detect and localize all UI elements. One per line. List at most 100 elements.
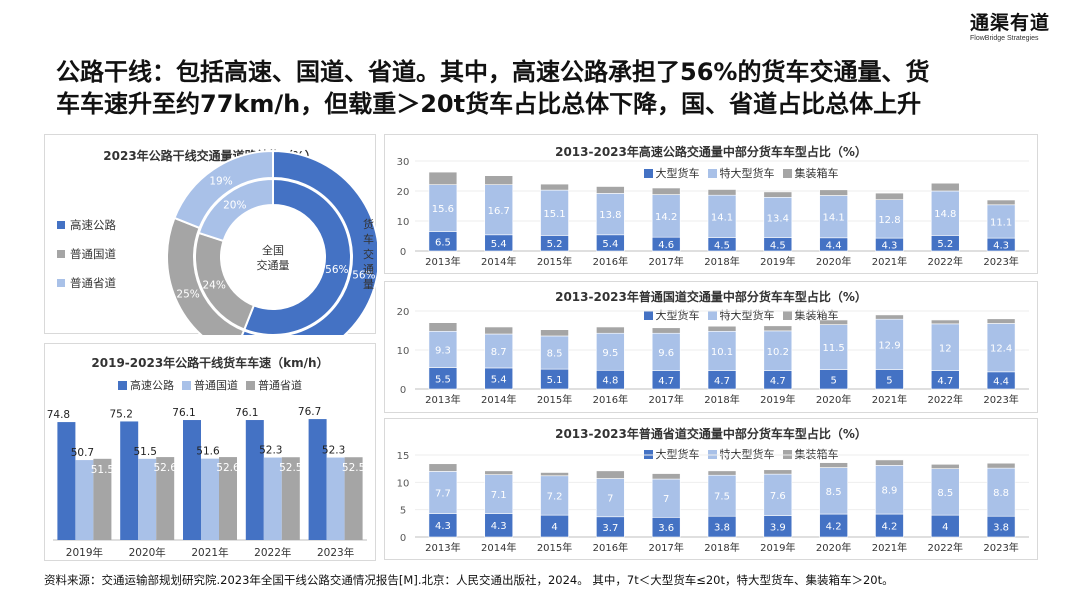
stacked-bar-segment — [875, 199, 904, 239]
legend-swatch — [118, 381, 127, 390]
stacked-bar-segment — [707, 325, 737, 332]
speed-bar-chart: 74.8 50.7 51.5 2019年 75.2 51.5 52.6 2020年 76.1 51… — [47, 406, 367, 559]
stacked-bar-segment — [651, 327, 681, 334]
legend-item: 集装箱车 — [782, 307, 839, 323]
segment-value-label: 15.6 — [432, 204, 454, 215]
legend-label: 普通省道 — [258, 379, 302, 392]
segment-value-label: 13.4 — [767, 213, 789, 224]
stacked-bar-segment — [651, 194, 681, 238]
stacked-bar-segment — [819, 324, 848, 370]
x-tick-label: 2021年 — [191, 546, 228, 559]
legend-label: 普通国道 — [70, 247, 116, 261]
stacked-bar-segment — [875, 465, 904, 515]
stacked-bar-segment — [540, 183, 569, 191]
segment-value-label: 5 — [886, 375, 892, 386]
x-tick-label: 2023年 — [983, 541, 1018, 554]
segment-value-label: 14.8 — [934, 209, 956, 220]
speed-bar — [57, 422, 76, 540]
stacked-bar-segment — [763, 196, 793, 238]
stacked-bar-segment — [484, 326, 514, 335]
donut-slice — [242, 177, 352, 335]
bar-value-label: 76.1 — [235, 407, 258, 419]
x-tick-label: 2022年 — [254, 546, 291, 559]
legend-label: 高速公路 — [70, 218, 116, 232]
segment-value-label: 8.5 — [826, 487, 842, 498]
stacked-bar-segment — [651, 332, 681, 371]
segment-value-label: 5.2 — [937, 239, 953, 250]
x-tick-label: 2019年 — [760, 393, 795, 406]
y-tick-label: 20 — [397, 307, 410, 318]
y-tick-label: 0 — [400, 247, 406, 258]
x-tick-label: 2014年 — [481, 393, 516, 406]
segment-value-label: 4.2 — [826, 522, 842, 533]
segment-value-label: 4.5 — [770, 240, 786, 251]
stacked-bar-segment — [707, 470, 737, 476]
segment-value-label: 4.6 — [658, 240, 674, 251]
y-tick-label: 15 — [397, 451, 410, 462]
segment-value-label: 4.5 — [714, 240, 730, 251]
legend-label: 特大型货车 — [719, 167, 775, 180]
stacked-bar-segment — [819, 319, 848, 325]
legend-swatch — [782, 311, 792, 320]
segment-value-label: 4.4 — [826, 240, 842, 251]
legend-label: 高速公路 — [130, 379, 174, 392]
stacked-bar-segment — [540, 329, 569, 337]
segment-value-label: 4 — [551, 522, 557, 533]
bar-value-label: 76.7 — [298, 406, 321, 418]
stacked-bar-segment — [596, 470, 625, 479]
segment-value-label: 16.7 — [488, 206, 510, 217]
legend-swatch — [57, 279, 65, 287]
legend-swatch — [707, 169, 717, 178]
slice-label: 25% — [176, 289, 199, 301]
segment-value-label: 10.2 — [767, 347, 789, 358]
segment-value-label: 11.5 — [823, 343, 845, 354]
bar-value-label: 52.3 — [322, 445, 345, 457]
segment-value-label: 9.3 — [435, 345, 451, 356]
slice-label: 19% — [209, 175, 232, 187]
stacked-bar-segment — [428, 322, 458, 332]
bar-value-label: 75.2 — [110, 408, 133, 420]
segment-value-label: 3.8 — [714, 523, 730, 534]
speed-bar — [138, 458, 157, 540]
x-tick-label: 2013年 — [425, 255, 460, 268]
pie-legend-item: 高速公路 — [57, 217, 116, 233]
stacked-bar-segment — [428, 184, 458, 232]
segment-value-label: 4.7 — [714, 376, 730, 387]
legend-swatch — [57, 221, 65, 229]
speed-bar — [308, 419, 327, 540]
segment-value-label: 5.4 — [602, 239, 618, 250]
panel-highway-share: 2013-2023年高速公路交通量中部分货车车型占比（%） 大型货车 特大型货车 集… — [384, 134, 1038, 274]
x-tick-label: 2018年 — [704, 541, 739, 554]
stacked-bar-segment — [428, 171, 458, 185]
chart-title: 2013-2023年普通国道交通量中部分货车车型占比（%） — [555, 290, 867, 304]
donut-center-label: 全国 — [262, 243, 284, 257]
x-tick-label: 2021年 — [872, 393, 907, 406]
segment-value-label: 5 — [830, 375, 836, 386]
side-label-char: 交 — [363, 248, 374, 261]
stacked-bar-segment — [819, 189, 848, 196]
legend-item: 高速公路 — [118, 377, 174, 393]
segment-value-label: 9.6 — [658, 348, 674, 359]
legend-label: 大型货车 — [655, 167, 700, 180]
y-tick-label: 5 — [400, 506, 406, 517]
x-tick-label: 2016年 — [593, 255, 628, 268]
stacked-bar-segment — [763, 473, 793, 516]
x-tick-label: 2020年 — [816, 255, 851, 268]
segment-value-label: 13.8 — [599, 210, 621, 221]
segment-value-label: 12 — [939, 343, 952, 354]
stacked-bar-segment — [707, 194, 737, 238]
panel-provincial-share: 2013-2023年普通省道交通量中部分货车车型占比（%） 大型货车 特大型货车集… — [384, 418, 1038, 560]
stacked-bar-segment — [484, 333, 514, 369]
y-tick-label: 30 — [397, 157, 410, 168]
segment-value-label: 7 — [607, 494, 613, 505]
stacked-bar-segment — [428, 471, 458, 514]
page-headline: 公路干线：包括高速、国道、省道。其中，高速公路承担了56%的货车交通量、货 车车… — [56, 56, 1046, 120]
pie-legend-item: 普通省道 — [57, 275, 116, 291]
stacked-bar-segment — [763, 469, 793, 475]
segment-value-label: 8.5 — [937, 488, 953, 499]
legend-swatch — [782, 169, 792, 178]
segment-value-label: 12.9 — [878, 340, 900, 351]
x-tick-label: 2017年 — [648, 541, 683, 554]
x-tick-label: 2019年 — [66, 546, 103, 559]
segment-value-label: 8.5 — [547, 349, 563, 360]
